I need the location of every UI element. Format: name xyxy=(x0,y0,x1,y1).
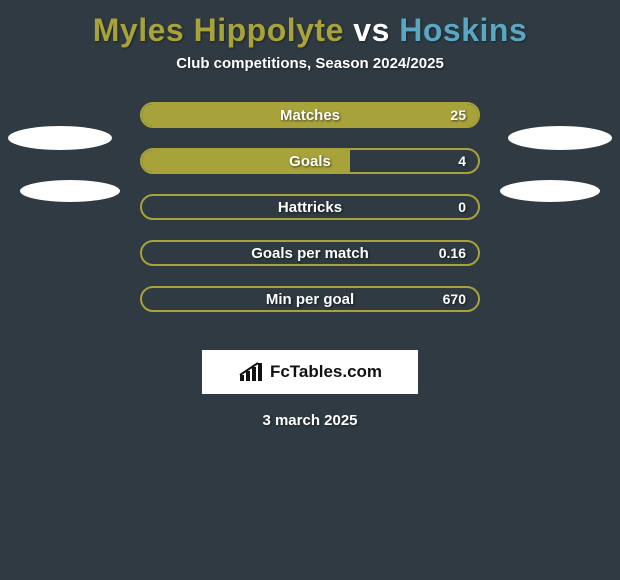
stat-value: 0.16 xyxy=(439,245,466,261)
player1-name: Myles Hippolyte xyxy=(93,12,344,48)
vs-text: vs xyxy=(353,12,390,48)
stat-bar-track: Goals per match 0.16 xyxy=(140,240,480,266)
stat-label: Min per goal xyxy=(142,291,478,308)
stat-bar-track: Min per goal 670 xyxy=(140,286,480,312)
stat-bar-fill xyxy=(142,104,478,126)
stat-value: 4 xyxy=(458,153,466,169)
chart-icon xyxy=(238,361,264,383)
stat-row: Goals per match 0.16 xyxy=(0,240,620,286)
subtitle: Club competitions, Season 2024/2025 xyxy=(0,55,620,72)
brand-badge: FcTables.com xyxy=(202,350,418,394)
stat-label: Goals per match xyxy=(142,245,478,262)
date-text: 3 march 2025 xyxy=(0,412,620,429)
brand-text: FcTables.com xyxy=(270,362,382,382)
player2-name: Hoskins xyxy=(399,12,527,48)
page-title: Myles Hippolyte vs Hoskins xyxy=(0,0,620,55)
stat-bar-fill xyxy=(142,150,350,172)
stat-bar-track: Goals 4 xyxy=(140,148,480,174)
stat-value: 670 xyxy=(443,291,466,307)
stat-row: Hattricks 0 xyxy=(0,194,620,240)
stat-row: Goals 4 xyxy=(0,148,620,194)
stat-label: Hattricks xyxy=(142,199,478,216)
stats-container: Matches 25 Goals 4 Hattricks 0 Goals per… xyxy=(0,102,620,332)
stat-row: Matches 25 xyxy=(0,102,620,148)
stat-bar-track: Hattricks 0 xyxy=(140,194,480,220)
stat-value: 0 xyxy=(458,199,466,215)
stat-row: Min per goal 670 xyxy=(0,286,620,332)
stat-bar-track: Matches 25 xyxy=(140,102,480,128)
